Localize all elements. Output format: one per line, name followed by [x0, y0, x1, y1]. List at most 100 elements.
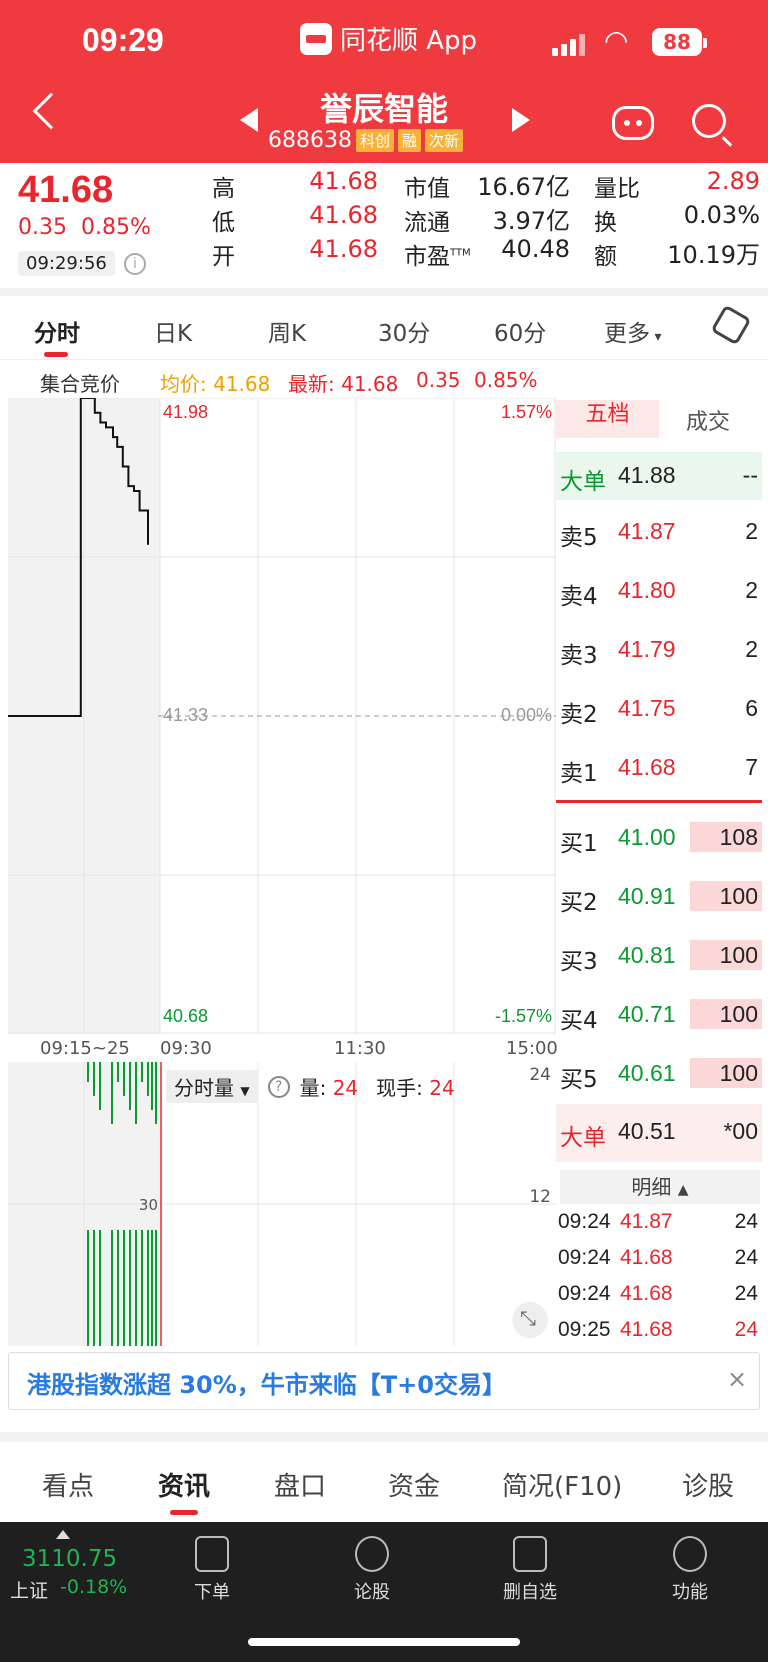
qty-label: 量:: [299, 1076, 327, 1100]
tab-more[interactable]: 更多 ▾: [604, 314, 661, 348]
open-label: 开: [212, 244, 235, 270]
volratio-value: 2.89: [706, 167, 760, 195]
x-label-auction: 09:15~25: [40, 1038, 130, 1059]
float-value: 3.97亿: [492, 207, 570, 235]
app-header: 09:29 同花顺 App ◠ 88 誉辰智能 688638 科创 融 次新: [0, 0, 768, 163]
tab-60min[interactable]: 60分: [494, 321, 547, 347]
app-title: 同花顺 App: [300, 20, 477, 57]
vol-pre-mid: 30: [139, 1196, 158, 1214]
bid-label: 买1: [560, 831, 598, 857]
volume-hand: 现手: 24: [376, 1072, 455, 1101]
divider: [0, 288, 768, 296]
hand-value: 24: [429, 1076, 455, 1100]
x-label-open: 09:30: [160, 1038, 212, 1059]
robot-assistant-icon[interactable]: [612, 106, 654, 140]
pct-top-label: 1.57%: [501, 402, 552, 422]
index-change[interactable]: -0.18%: [60, 1576, 128, 1598]
change-pct: 0.85%: [80, 215, 151, 240]
bottom-bar: 3110.75 上证 -0.18% 下单 论股 删自选 功能: [0, 1522, 768, 1662]
nav-functions-label: 功能: [672, 1582, 708, 1603]
quote-time: 09:29:56: [18, 251, 115, 276]
nav-functions[interactable]: 功能: [640, 1536, 740, 1604]
index-value[interactable]: 3110.75: [22, 1546, 118, 1572]
tab-f10[interactable]: 简况(F10): [502, 1472, 623, 1502]
tag-new: 次新: [425, 129, 464, 152]
vol-scale-top: 24: [529, 1065, 551, 1085]
index-name[interactable]: 上证: [10, 1580, 49, 1602]
nav-discuss[interactable]: 论股: [322, 1536, 422, 1604]
info-icon[interactable]: i: [124, 253, 146, 275]
bid-label: 买4: [560, 1008, 598, 1034]
pe-value: 40.48: [501, 235, 570, 263]
tab-daily-k[interactable]: 日K: [154, 321, 193, 347]
tab-weekly-k[interactable]: 周K: [268, 321, 307, 347]
fullscreen-icon[interactable]: [512, 1302, 548, 1338]
bid-volume-bar: [690, 999, 762, 1029]
status-time: 09:29: [82, 22, 164, 58]
ad-banner[interactable]: 港股指数涨超 30%，牛市来临【T+0交易】 ×: [8, 1352, 760, 1410]
tab-news[interactable]: 资讯: [158, 1472, 211, 1502]
tab-funds[interactable]: 资金: [388, 1472, 441, 1502]
prev-stock-icon[interactable]: [240, 108, 258, 132]
trade-vol: 24: [734, 1282, 758, 1305]
nav-order[interactable]: 下单: [162, 1536, 262, 1604]
tab-highlights[interactable]: 看点: [42, 1472, 95, 1502]
ask-row-5: 卖5 41.87 2: [556, 512, 762, 552]
tab-30min[interactable]: 30分: [378, 321, 431, 347]
ask-price: 41.75: [618, 695, 676, 721]
home-indicator[interactable]: [248, 1638, 520, 1646]
bid-volume-bar: [690, 881, 762, 911]
intraday-chart[interactable]: 41.98 41.33 40.68 1.57% 0.00% -1.57%: [8, 398, 556, 1034]
bid-label: 买3: [560, 949, 598, 975]
trade-price: 41.68: [620, 1246, 673, 1269]
pe-label-text: 市盈: [404, 244, 450, 270]
avg-price-label: 均价: 41.68: [160, 372, 271, 396]
volume-qty: 量: 24: [300, 1072, 359, 1101]
trade-time: 09:24: [558, 1246, 611, 1269]
caret-up-icon: ▲: [677, 1182, 689, 1198]
turnover-value: 0.03%: [683, 201, 760, 229]
nav-remove-label: 删自选: [503, 1582, 557, 1603]
stock-name: 誉辰智能: [319, 90, 448, 128]
nav-remove-watchlist[interactable]: 删自选: [480, 1536, 580, 1604]
detail-toggle[interactable]: 明细 ▲: [560, 1170, 760, 1204]
expand-up-icon[interactable]: [56, 1530, 70, 1539]
trade-row: 09:24 41.68 24: [556, 1278, 762, 1314]
last-price: 41.68: [18, 169, 114, 211]
volume-type-select[interactable]: 分时量 ▼: [166, 1070, 258, 1103]
tab-more-label: 更多: [604, 321, 650, 347]
trade-price: 41.68: [620, 1318, 673, 1341]
tab-diagnosis[interactable]: 诊股: [682, 1472, 735, 1502]
trade-time: 09:24: [558, 1282, 611, 1305]
trade-price: 41.68: [620, 1282, 673, 1305]
volume-bars: [87, 1062, 157, 1346]
tab-five-levels[interactable]: 五档: [556, 400, 659, 438]
trade-row: 09:25 41.68 24: [556, 1314, 762, 1350]
search-icon[interactable]: [692, 104, 726, 138]
tab-intraday[interactable]: 分时: [34, 321, 80, 347]
y-mid-label: 41.33: [163, 705, 208, 725]
dropdown-icon: ▼: [240, 1084, 250, 1098]
ad-text[interactable]: 港股指数涨超 30%，牛市来临【T+0交易】: [27, 1371, 506, 1399]
wifi-icon: ◠: [604, 24, 629, 57]
help-icon[interactable]: ?: [267, 1075, 290, 1098]
ask-row-2: 卖2 41.75 6: [556, 689, 762, 729]
bid-row-2: 买2 40.91 100: [556, 877, 762, 917]
pe-label: 市盈TTM: [404, 237, 471, 271]
next-stock-icon[interactable]: [512, 108, 530, 132]
close-icon[interactable]: ×: [727, 1365, 748, 1393]
amount-value: 10.19万: [667, 241, 760, 269]
volume-header: 分时量 ▼ ? 量: 24 现手: 24: [166, 1070, 455, 1103]
tab-trades[interactable]: 成交: [686, 410, 731, 435]
big-sell-label: 大单: [560, 469, 606, 495]
turnover-label: 换: [594, 210, 617, 236]
ask-label: 卖2: [560, 702, 598, 728]
chart-header: 集合竞价 均价: 41.68 最新: 41.68 0.35 0.85%: [0, 362, 560, 398]
ask-price: 41.80: [618, 577, 676, 603]
settings-hex-icon[interactable]: [710, 304, 752, 346]
app-name-label: 同花顺 App: [340, 26, 478, 56]
ask-vol: 2: [745, 518, 758, 544]
y-bot-label: 40.68: [163, 1006, 208, 1026]
volume-chart[interactable]: 24 12 30: [8, 1062, 556, 1346]
tab-handicap[interactable]: 盘口: [274, 1472, 327, 1502]
